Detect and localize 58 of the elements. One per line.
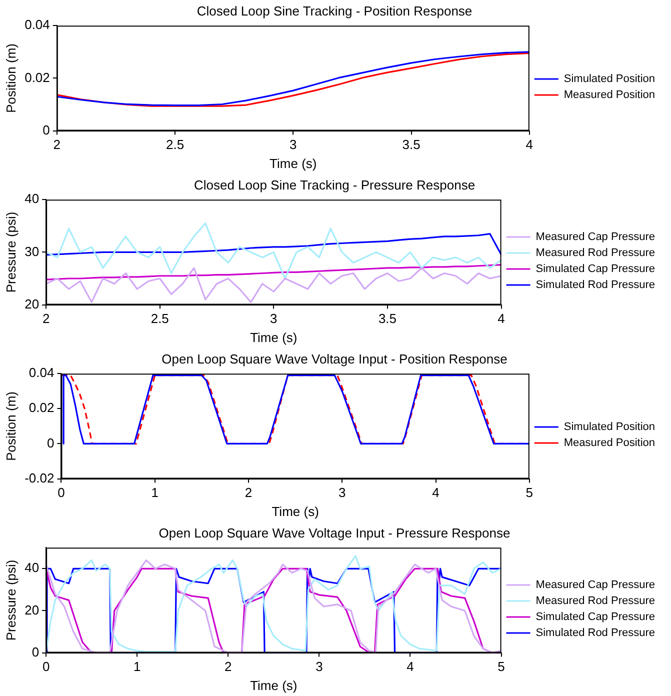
y-tick-label: 0.02 [28, 400, 54, 416]
legend-label: Simulated Cap Pressure [536, 611, 656, 624]
chart-title: Open Loop Square Wave Voltage Input - Position Response [162, 351, 508, 366]
x-tick-label: 3 [290, 137, 297, 152]
x-tick-label: 1 [151, 485, 158, 500]
legend-label: Simulated Position [564, 421, 656, 434]
chart-title: Closed Loop Sine Tracking - Pressure Response [194, 177, 476, 192]
x-axis-title: Time (s) [272, 504, 319, 519]
x-tick-label: 4 [432, 485, 440, 500]
y-tick-label: 0.04 [24, 17, 50, 32]
x-tick-label: 2.5 [150, 311, 169, 326]
x-tick-label: 3.5 [378, 311, 397, 326]
legend-label: Measured Position [564, 89, 656, 102]
legend-label: Simulated Rod Pressure [536, 279, 656, 292]
y-tick-label: 40 [24, 191, 40, 206]
y-axis-title: Position (m) [3, 392, 18, 461]
x-tick-label: 4 [526, 137, 534, 152]
y-tick-label: 0.02 [24, 70, 50, 85]
x-axis-title: Time (s) [270, 156, 317, 171]
y-axis-title: Pressure (psi) [3, 212, 18, 293]
x-tick-label: 2 [244, 485, 252, 500]
x-tick-label: 2.5 [166, 137, 184, 152]
x-tick-label: 3 [338, 485, 346, 500]
x-tick-label: 3.5 [402, 137, 420, 152]
y-axis-title: Position (m) [3, 44, 18, 113]
y-tick-label: 0 [32, 644, 40, 660]
x-tick-label: 2 [42, 311, 50, 326]
y-axis-title: Pressure (psi) [3, 560, 18, 641]
y-tick-label: 20 [24, 296, 40, 312]
x-tick-label: 2 [224, 659, 232, 674]
x-tick-label: 2 [53, 137, 61, 152]
x-tick-label: 4 [498, 311, 505, 326]
x-tick-label: 5 [498, 659, 505, 674]
legend-label: Measured Cap Pressure [536, 579, 656, 592]
legend-label: Simulated Cap Pressure [536, 263, 656, 276]
y-tick-label: 20 [24, 602, 40, 618]
x-axis-title: Time (s) [250, 678, 298, 693]
y-tick-label: 30 [24, 244, 40, 259]
x-tick-label: 0 [58, 485, 65, 500]
x-tick-label: 3 [316, 659, 323, 674]
x-tick-label: 3 [270, 311, 278, 326]
chart-title: Closed Loop Sine Tracking - Position Response [196, 3, 472, 18]
x-tick-label: 5 [526, 485, 534, 500]
y-tick-label: 0 [46, 435, 54, 450]
chart-title: Open Loop Square Wave Voltage Input - Pressure Response [158, 525, 510, 540]
legend-label: Simulated Position [564, 73, 656, 86]
legend-label: Measured Cap Pressure [536, 231, 656, 244]
legend-label: Measured Position [564, 437, 656, 450]
y-tick-label: -0.02 [24, 470, 54, 486]
x-tick-label: 4 [406, 659, 414, 674]
legend-label: Simulated Rod Pressure [536, 627, 656, 640]
y-tick-label: 0 [42, 122, 50, 138]
y-tick-label: 0.04 [28, 365, 54, 380]
legend-label: Measured Rod Pressure [536, 595, 656, 608]
y-tick-label: 40 [24, 560, 40, 576]
x-tick-label: 1 [133, 659, 141, 674]
legend-label: Measured Rod Pressure [536, 247, 656, 260]
x-axis-title: Time (s) [250, 330, 298, 345]
